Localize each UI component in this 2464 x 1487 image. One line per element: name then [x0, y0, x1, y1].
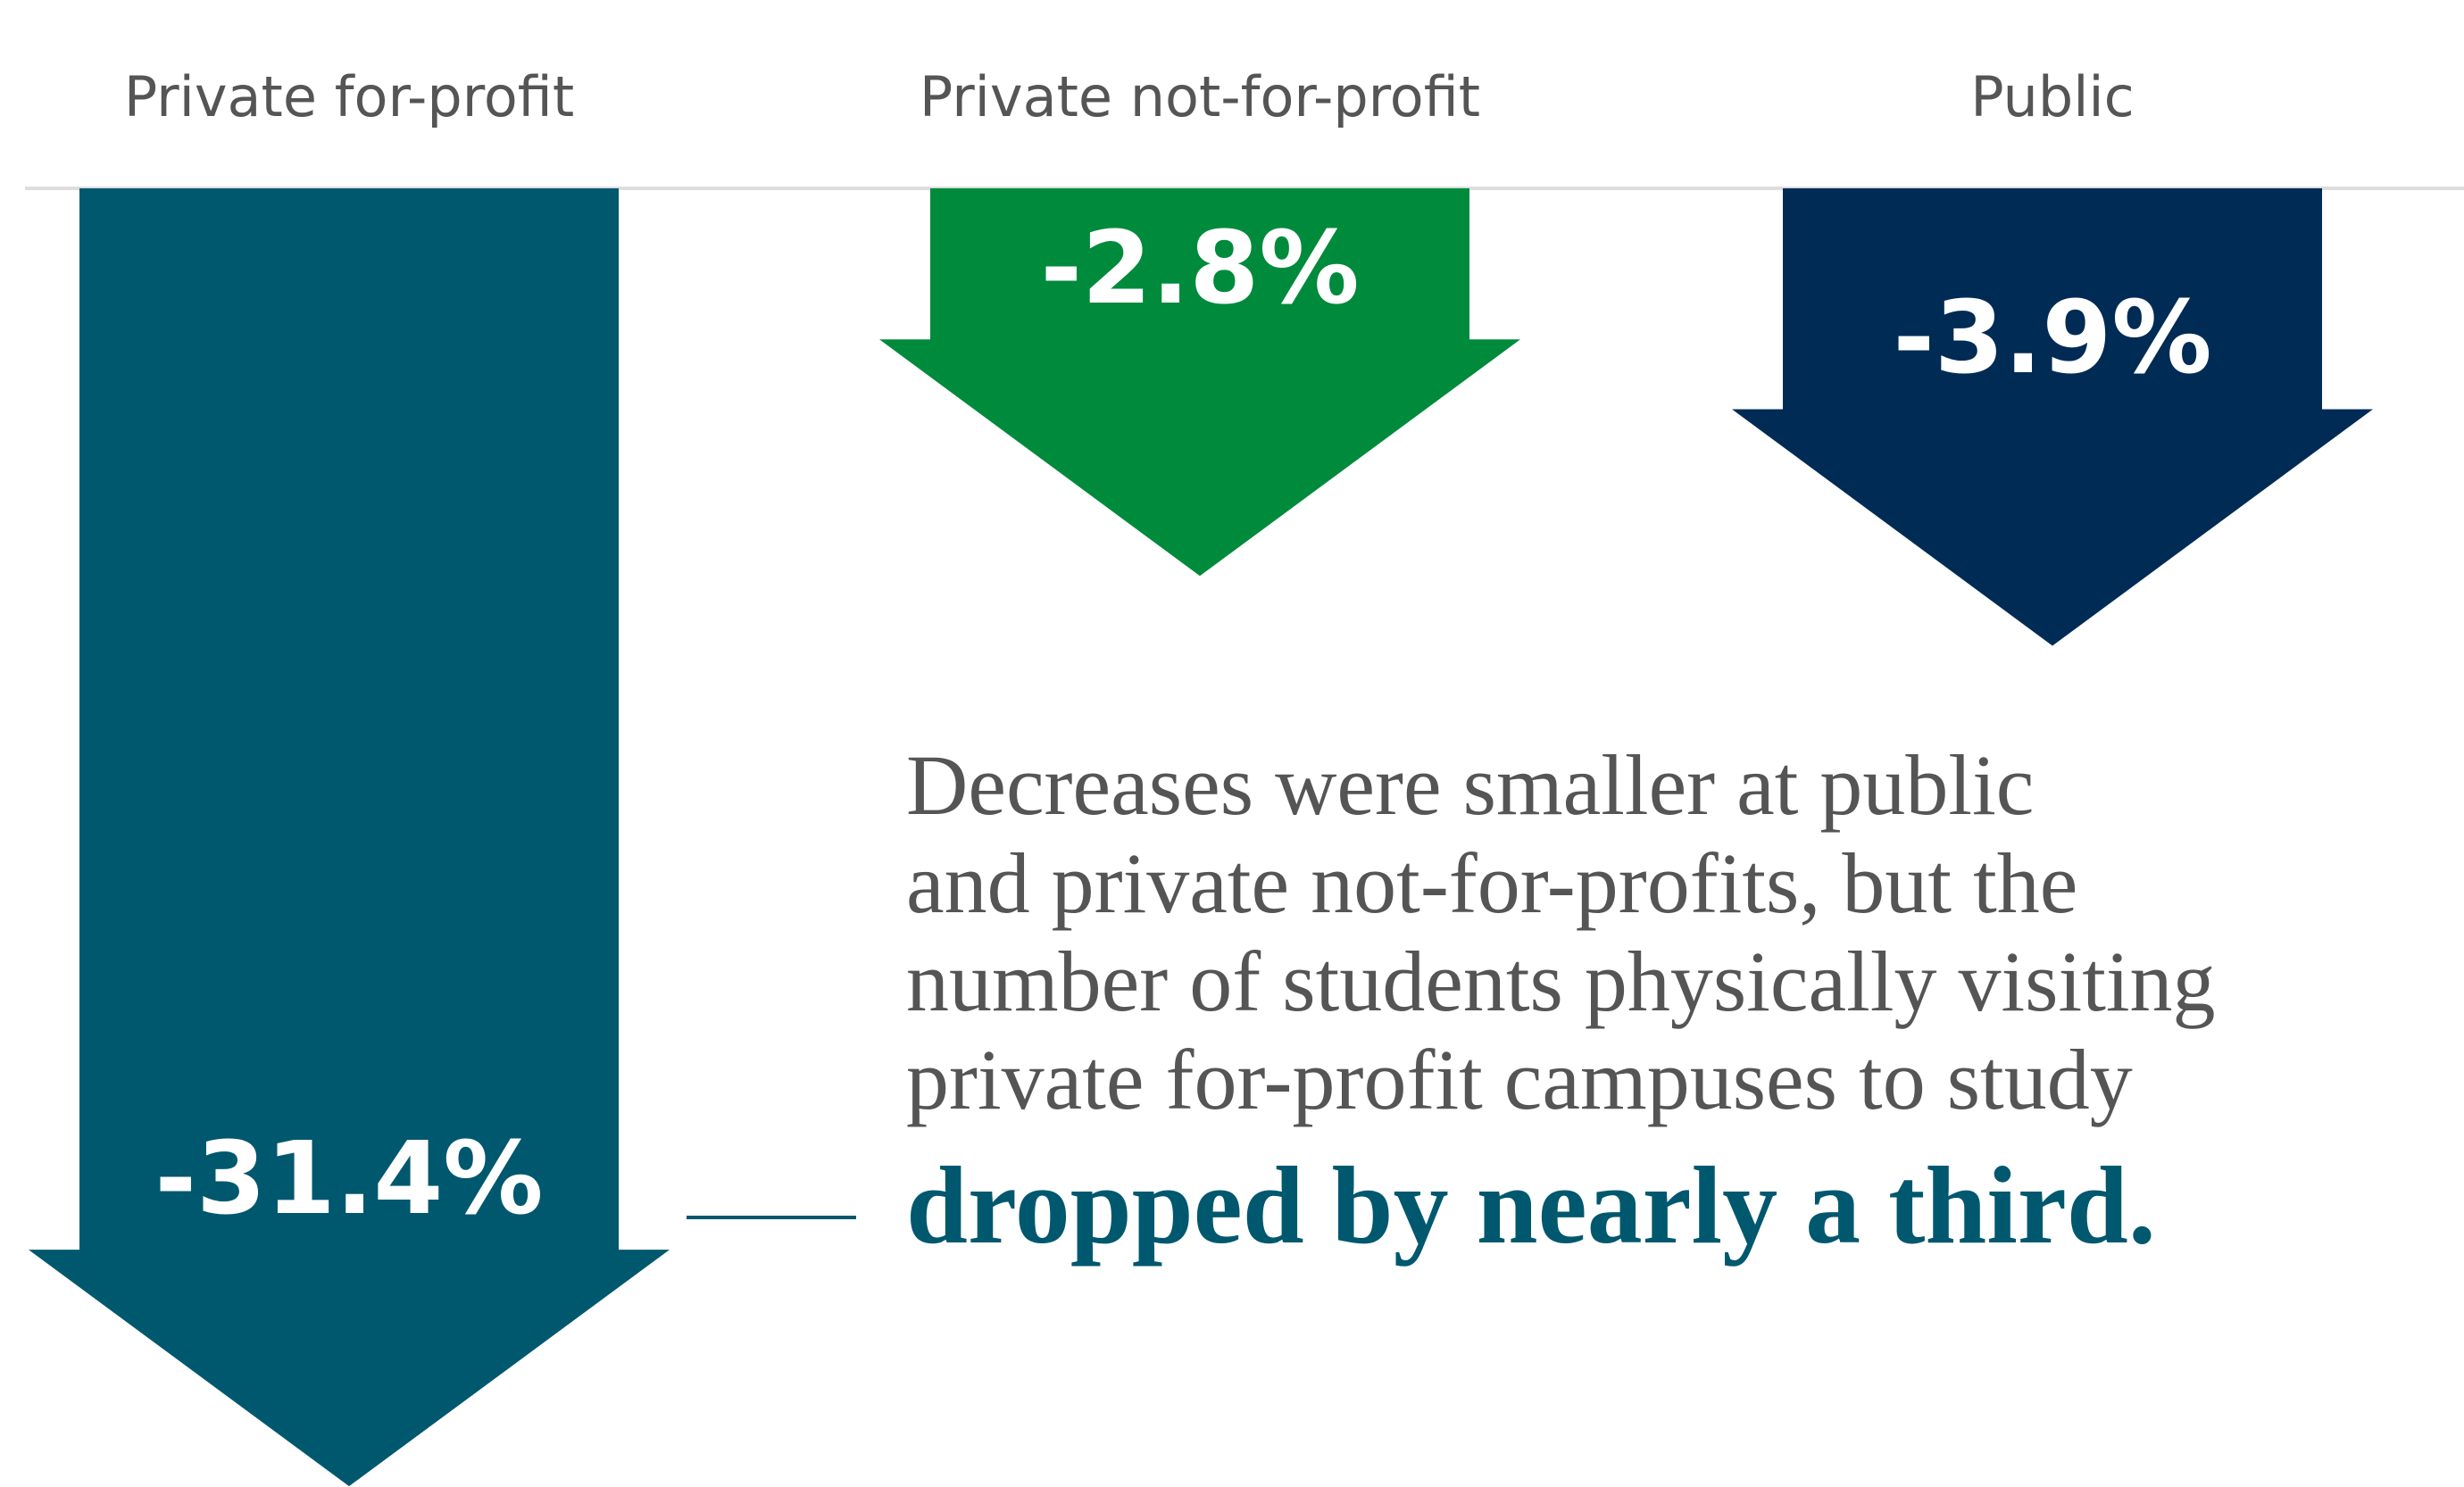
arrow	[879, 188, 1520, 577]
annotation-line: number of students physically visiting	[906, 934, 2216, 1029]
category-label: Public	[1970, 64, 2135, 129]
annotation-line: private for-profit campuses to study	[906, 1032, 2133, 1127]
value-label: -3.9%	[1893, 280, 2211, 396]
annotation-line: and private not-for-profits, but the	[906, 835, 2077, 931]
value-label: -2.8%	[1040, 211, 1359, 327]
annotation-line: Decreases were smaller at public	[906, 737, 2034, 833]
arrow	[1732, 188, 2373, 646]
category-label: Private not-for-profit	[920, 64, 1480, 129]
category-label: Private for-profit	[124, 64, 574, 129]
value-label: -31.4%	[154, 1121, 543, 1237]
arrow	[29, 188, 670, 1487]
annotation-emphasis: dropped by nearly a third.	[906, 1144, 2156, 1267]
